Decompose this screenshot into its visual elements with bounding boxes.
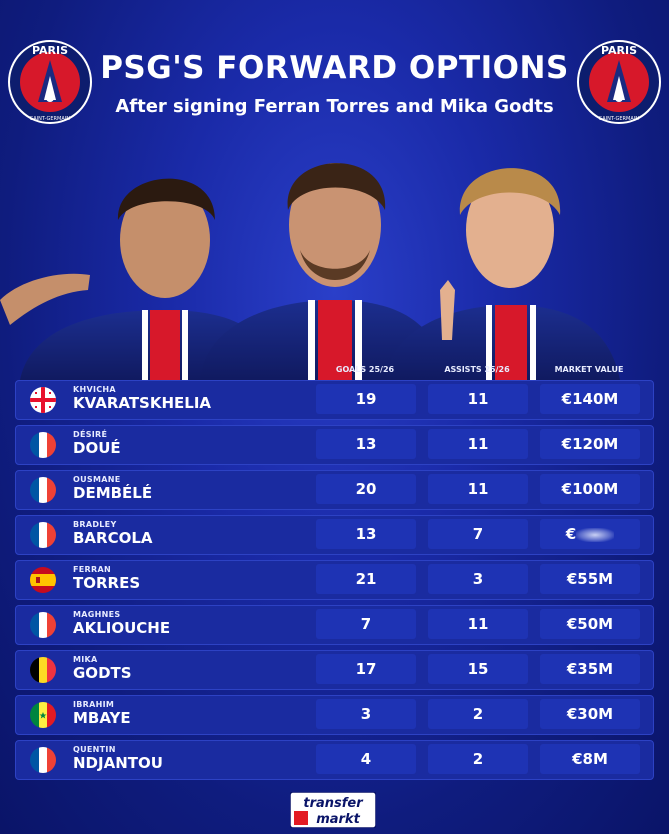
value-cell: €8M: [540, 744, 640, 774]
goals-cell: 21: [316, 564, 416, 594]
player-name: MIKA GODTS: [73, 655, 132, 682]
player-last-name: MBAYE: [73, 709, 131, 727]
table-row: DÉSIRÉ DOUÉ 13 11 €120M: [15, 425, 654, 465]
player-first-name: IBRAHIM: [73, 700, 115, 709]
player-last-name: NDJANTOU: [73, 754, 163, 772]
player-name: BRADLEY BARCOLA: [73, 520, 153, 547]
georgia-flag-icon: [30, 387, 56, 413]
spain-flag-icon: [30, 567, 56, 593]
player-first-name: MAGHNES: [73, 610, 121, 619]
value-cell-obscured: €: [540, 519, 640, 549]
table-row: QUENTIN NDJANTOU 4 2 €8M: [15, 740, 654, 780]
page-title: PSG'S FORWARD OPTIONS: [100, 50, 569, 86]
player-last-name: TORRES: [73, 574, 141, 592]
table-row: BRADLEY BARCOLA 13 7 €: [15, 515, 654, 555]
player-name: MAGHNES AKLIOUCHE: [73, 610, 170, 637]
column-header-assists: ASSISTS 25/26: [444, 365, 510, 374]
brand-line1: transfer: [303, 796, 364, 811]
logo-top-text: PARIS: [32, 44, 68, 57]
assists-cell: 11: [428, 474, 528, 504]
logo-bottom-text: SAINT-GERMAIN: [599, 116, 639, 122]
value-cell: €140M: [540, 384, 640, 414]
table-row: IBRAHIM MBAYE 3 2 €30M: [15, 695, 654, 735]
goals-cell: 3: [316, 699, 416, 729]
player-last-name: DOUÉ: [73, 439, 121, 457]
france-flag-icon: [30, 612, 56, 638]
player-last-name: GODTS: [73, 664, 132, 682]
player-name: QUENTIN NDJANTOU: [73, 745, 163, 772]
player-first-name: QUENTIN: [73, 745, 116, 754]
goals-cell: 4: [316, 744, 416, 774]
transfermarkt-logo: transfer markt: [290, 792, 376, 828]
player-first-name: BRADLEY: [73, 520, 117, 529]
value-cell: €55M: [540, 564, 640, 594]
value-cell: €120M: [540, 429, 640, 459]
logo-bottom-text: SAINT-GERMAIN: [30, 116, 70, 122]
table-row: MIKA GODTS 17 15 €35M: [15, 650, 654, 690]
player-first-name: MIKA: [73, 655, 98, 664]
table-row: FERRAN TORRES 21 3 €55M: [15, 560, 654, 600]
value-text: €: [565, 525, 577, 543]
goals-cell: 17: [316, 654, 416, 684]
player-first-name: OUSMANE: [73, 475, 121, 484]
player-first-name: FERRAN: [73, 565, 111, 574]
player-name: FERRAN TORRES: [73, 565, 140, 592]
brand-line2: markt: [316, 812, 360, 827]
goals-cell: 20: [316, 474, 416, 504]
player-photo-left: [0, 178, 285, 380]
assists-cell: 2: [428, 744, 528, 774]
player-name: IBRAHIM MBAYE: [73, 700, 131, 727]
goals-cell: 13: [316, 429, 416, 459]
player-name: DÉSIRÉ DOUÉ: [73, 430, 121, 457]
assists-cell: 7: [428, 519, 528, 549]
assists-cell: 11: [428, 384, 528, 414]
assists-cell: 15: [428, 654, 528, 684]
column-header-goals: GOALS 25/26: [335, 365, 395, 374]
goals-cell: 19: [316, 384, 416, 414]
assists-cell: 11: [428, 429, 528, 459]
france-flag-icon: [30, 477, 56, 503]
table-row: KHVICHA KVARATSKHELIA 19 11 €140M: [15, 380, 654, 420]
assists-cell: 2: [428, 699, 528, 729]
player-name: OUSMANE DEMBÉLÉ: [73, 475, 152, 502]
assists-cell: 3: [428, 564, 528, 594]
blurred-value: [576, 527, 615, 542]
player-last-name: KVARATSKHELIA: [73, 394, 212, 412]
france-flag-icon: [30, 522, 56, 548]
goals-cell: 7: [316, 609, 416, 639]
header: PARIS SAINT-GERMAIN PARIS SAINT-GERMAIN …: [0, 0, 669, 140]
player-first-name: KHVICHA: [73, 385, 116, 394]
table-row: OUSMANE DEMBÉLÉ 20 11 €100M: [15, 470, 654, 510]
player-first-name: DÉSIRÉ: [73, 430, 108, 439]
senegal-flag-icon: [30, 702, 56, 728]
value-cell: €30M: [540, 699, 640, 729]
assists-cell: 11: [428, 609, 528, 639]
player-last-name: AKLIOUCHE: [73, 619, 171, 637]
column-header-value: MARKET VALUE: [554, 365, 624, 374]
player-last-name: BARCOLA: [73, 529, 153, 547]
goals-cell: 13: [316, 519, 416, 549]
value-cell: €50M: [540, 609, 640, 639]
player-last-name: DEMBÉLÉ: [73, 484, 153, 502]
value-cell: €100M: [540, 474, 640, 504]
player-photos: [0, 163, 620, 380]
player-photo-right: [385, 168, 620, 380]
player-photo-center: [200, 163, 445, 380]
france-flag-icon: [30, 747, 56, 773]
table-row: MAGHNES AKLIOUCHE 7 11 €50M: [15, 605, 654, 645]
france-flag-icon: [30, 432, 56, 458]
value-cell: €35M: [540, 654, 640, 684]
psg-logo-right: PARIS SAINT-GERMAIN: [577, 40, 661, 124]
belgium-flag-icon: [30, 657, 56, 683]
psg-logo-left: PARIS SAINT-GERMAIN: [8, 40, 92, 124]
page-subtitle: After signing Ferran Torres and Mika God…: [115, 96, 554, 117]
column-headers: GOALS 25/26 ASSISTS 25/26 MARKET VALUE: [0, 365, 669, 379]
logo-top-text: PARIS: [601, 44, 637, 57]
player-name: KHVICHA KVARATSKHELIA: [73, 385, 211, 412]
